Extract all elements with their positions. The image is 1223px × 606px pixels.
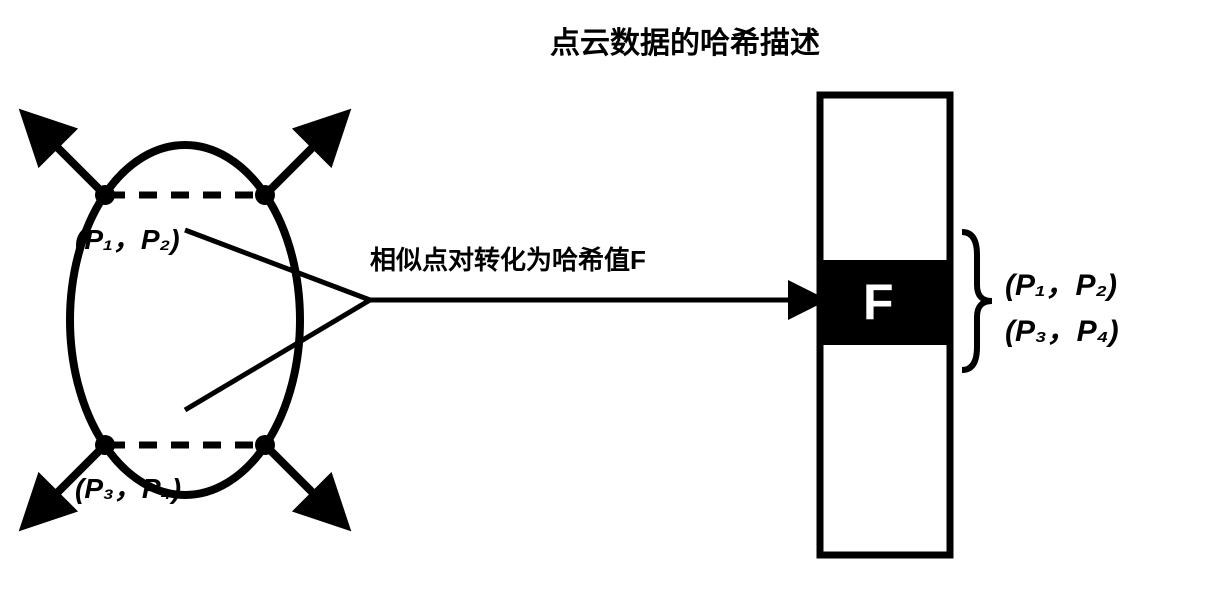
diagram-container: 点云数据的哈希描述 相似点对转化为哈希值F (P₁，P₂) (P₃，P₄) F … xyxy=(0,0,1223,601)
converge-line-bottom xyxy=(185,300,370,410)
arrow-label: 相似点对转化为哈希值F xyxy=(370,240,646,277)
brace xyxy=(962,232,992,370)
f-label: F xyxy=(863,273,894,331)
normal-arrow-tl xyxy=(30,120,105,195)
normal-arrow-tr xyxy=(265,120,340,195)
converge-line-top xyxy=(185,230,370,300)
diagram-title: 点云数据的哈希描述 xyxy=(550,18,820,62)
pair-label-left-top: (P₁，P₂) xyxy=(75,218,180,258)
pair-label-right-bottom: (P₃，P₄) xyxy=(1005,306,1119,350)
normal-arrow-br xyxy=(265,445,340,520)
pair-label-right-top: (P₁，P₂) xyxy=(1005,260,1117,304)
pair-label-left-bottom: (P₃，P₄) xyxy=(75,467,181,507)
